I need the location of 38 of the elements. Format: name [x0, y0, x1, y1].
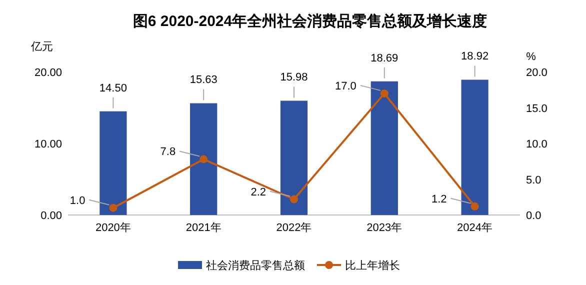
data-label: 2.2: [250, 186, 266, 198]
point: [380, 89, 388, 98]
bar: [280, 100, 308, 215]
x-tick-label: 2021年: [186, 222, 222, 234]
y2-tick-label: 0.0: [526, 210, 542, 222]
point: [290, 195, 298, 204]
y-axis-title: 亿元: [30, 41, 53, 53]
data-label: 1.0: [70, 194, 86, 207]
bar: [461, 80, 488, 215]
x-tick-label: 2022年: [276, 222, 312, 234]
y2-tick-label: 20.0: [526, 67, 548, 79]
chart-title: 图6 2020-2024年全州社会消费品零售总额及增长速度: [132, 12, 488, 30]
data-label: 15.63: [190, 74, 218, 86]
y-tick-label: 0.00: [40, 210, 62, 222]
bar: [100, 111, 127, 215]
x-tick-label: 2024年: [457, 222, 493, 234]
y-tick-label: 10.00: [34, 138, 62, 150]
point: [109, 204, 118, 212]
bar: [190, 103, 218, 215]
x-tick-label: 2023年: [366, 222, 402, 234]
y2-tick-label: 5.0: [526, 174, 542, 186]
data-label: 14.50: [99, 82, 127, 94]
data-label: 1.2: [432, 193, 447, 206]
data-label: 7.8: [160, 146, 176, 158]
point: [200, 155, 208, 164]
point: [470, 202, 479, 210]
legend-label: 社会消费品零售总额: [206, 259, 305, 272]
data-label: 18.92: [461, 50, 489, 63]
y2-axis-title: %: [526, 51, 536, 63]
y2-tick-label: 10.0: [526, 138, 548, 150]
y2-tick-label: 15.0: [526, 102, 548, 115]
data-label: 17.0: [334, 80, 356, 92]
y-tick-label: 20.00: [34, 67, 62, 79]
bar: [370, 81, 398, 215]
legend-label: 比上年增长: [345, 259, 400, 272]
data-label: 15.98: [280, 72, 308, 84]
x-tick-label: 2020年: [95, 222, 131, 234]
data-label: 18.69: [370, 52, 398, 64]
